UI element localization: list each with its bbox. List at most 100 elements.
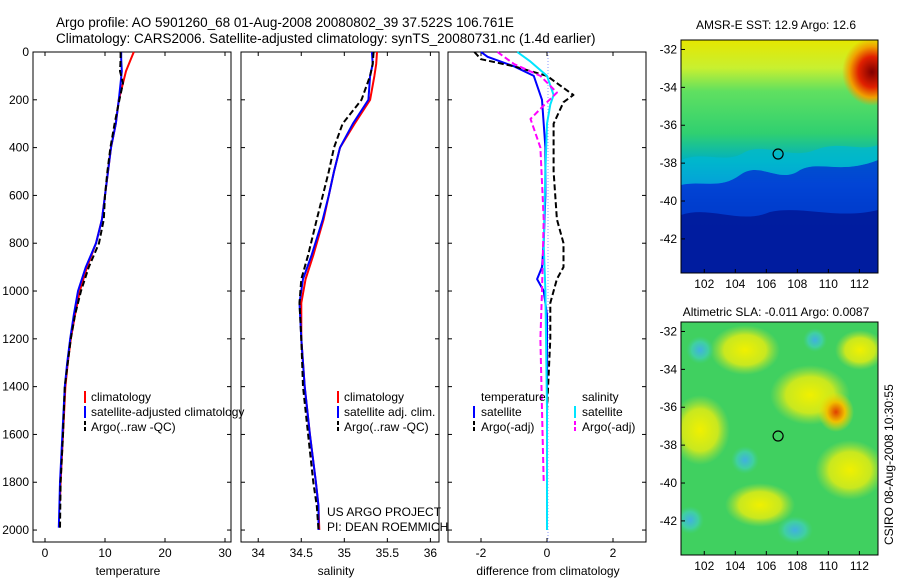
- sla-blob: [710, 325, 780, 375]
- y-tick-label: 200: [9, 93, 29, 107]
- legend-label-climatology: climatology: [91, 390, 151, 404]
- y-tick-label: -34: [660, 362, 678, 376]
- series-line-temperature-argo-adj-: [473, 51, 575, 411]
- y-tick-label: 600: [9, 188, 29, 202]
- legend-label-argo: Argo(..raw -QC): [91, 420, 176, 434]
- series-line-argo-raw-qc-: [298, 51, 375, 531]
- sst-coldest-region: [681, 210, 878, 273]
- sla-positive-anomaly: [818, 392, 854, 432]
- x-tick-label: 104: [725, 559, 745, 573]
- y-tick-label: -42: [660, 232, 678, 246]
- sla-negative-anomaly: [681, 506, 704, 534]
- salinity-axis-label: salinity: [318, 564, 355, 578]
- legend-label-temp-argo: Argo(-adj): [481, 420, 534, 434]
- x-tick-label: 2: [610, 546, 617, 560]
- x-tick-label: 110: [819, 277, 838, 291]
- legend-label-satellite: satellite-adjusted climatology: [91, 405, 244, 419]
- x-tick-label: 0: [42, 546, 49, 560]
- sla-blob: [725, 483, 795, 527]
- legend-label-sal-satellite: satellite: [582, 405, 623, 419]
- x-tick-label: 110: [819, 559, 838, 573]
- legend-heading-temperature: temperature: [481, 390, 546, 404]
- legend-label-satellite: satellite adj. clim.: [344, 405, 435, 419]
- y-tick-label: -40: [660, 194, 678, 208]
- sst-warm-core: [842, 40, 878, 106]
- sla-map: [681, 322, 878, 555]
- y-tick-label: 1400: [2, 380, 29, 394]
- legend-label-argo: Argo(..raw -QC): [344, 420, 429, 434]
- salinity-legend: climatology satellite adj. clim. Argo(..…: [337, 390, 435, 434]
- x-tick-label: 34: [252, 546, 266, 560]
- y-tick-label: 400: [9, 141, 29, 155]
- legend-label-climatology: climatology: [344, 390, 404, 404]
- x-tick-label: 20: [158, 546, 172, 560]
- y-tick-label: 2000: [2, 523, 29, 537]
- legend-heading-salinity: salinity: [582, 390, 619, 404]
- sst-map-title: AMSR-E SST: 12.9 Argo: 12.6: [696, 18, 856, 32]
- sla-map-frame: [680, 321, 879, 556]
- difference-legend: temperature satellite Argo(-adj) salinit…: [473, 390, 635, 434]
- argo-location-marker: [772, 430, 784, 442]
- y-tick-label: 1000: [2, 284, 29, 298]
- legend-label-temp-satellite: satellite: [481, 405, 522, 419]
- y-tick-label: -42: [660, 514, 678, 528]
- x-tick-label: 102: [694, 559, 714, 573]
- argo-location-marker: [772, 148, 784, 160]
- x-tick-label: 10: [98, 546, 112, 560]
- x-tick-label: -2: [476, 546, 487, 560]
- sla-negative-anomaly: [803, 328, 827, 352]
- y-tick-label: 0: [22, 45, 29, 59]
- sla-map-title: Altimetric SLA: -0.011 Argo: 0.0087: [683, 305, 870, 319]
- sla-blob: [815, 440, 878, 500]
- y-tick-label: -38: [660, 438, 678, 452]
- y-tick-label: 800: [9, 236, 29, 250]
- timestamp-side-label: CSIRO 08-Aug-2008 10:30:55: [882, 384, 896, 545]
- temperature-legend: climatology satellite-adjusted climatolo…: [84, 390, 244, 434]
- x-tick-label: 102: [694, 277, 714, 291]
- x-tick-label: 36: [424, 546, 438, 560]
- x-tick-label: 112: [850, 277, 869, 291]
- temperature-plot: 0 10 20 30 0 200 400 600 800 1000 1200 1400 1600 1800…: [2, 45, 232, 560]
- x-tick-label: 0: [544, 546, 551, 560]
- x-tick-label: 35: [338, 546, 352, 560]
- x-tick-label: 106: [756, 277, 776, 291]
- y-tick-label: -38: [660, 156, 678, 170]
- series-line-satellite-adj-clim-: [298, 51, 374, 530]
- sla-blob: [835, 330, 878, 370]
- x-tick-label: 30: [218, 546, 232, 560]
- sla-map-axes: 102 104 106 108 110 112 -32 -34 -36 -38 -40 -42: [660, 324, 870, 573]
- project-credit-line2: PI: DEAN ROEMMICH: [327, 520, 448, 534]
- y-tick-label: -36: [660, 118, 678, 132]
- x-tick-label: 106: [756, 559, 776, 573]
- series-line-salinity-argo-adj-: [496, 51, 558, 483]
- sla-negative-anomaly: [686, 336, 714, 364]
- sst-cyan-band: [681, 145, 878, 185]
- sst-map-frame: [680, 39, 879, 274]
- figure-title-line2: Climatology: CARS2006. Satellite-adjuste…: [56, 31, 596, 46]
- y-tick-label: 1600: [2, 427, 29, 441]
- y-tick-label: -32: [660, 42, 678, 56]
- legend-label-sal-argo: Argo(-adj): [582, 420, 635, 434]
- project-credit-line1: US ARGO PROJECT: [327, 505, 442, 519]
- y-tick-label: -40: [660, 476, 678, 490]
- y-tick-label: 1800: [2, 475, 29, 489]
- x-tick-label: 108: [787, 277, 807, 291]
- x-tick-label: 104: [725, 277, 745, 291]
- y-tick-label: 1200: [2, 332, 29, 346]
- x-tick-label: 35.5: [376, 546, 400, 560]
- difference-plot: -2 0 2: [448, 51, 646, 560]
- figure-title-line1: Argo profile: AO 5901260_68 01-Aug-2008 …: [56, 15, 514, 30]
- series-line-salinity-satellite: [516, 51, 555, 530]
- salinity-plot-frame: [240, 51, 440, 543]
- difference-axis-label: difference from climatology: [476, 564, 619, 578]
- sst-map: [681, 40, 878, 273]
- salinity-plot: 34 34.5 35 35.5 36: [241, 51, 439, 560]
- sla-negative-anomaly: [731, 446, 759, 474]
- temperature-plot-frame: [32, 51, 232, 543]
- x-tick-label: 108: [787, 559, 807, 573]
- series-line-argo-raw-qc-: [59, 52, 124, 528]
- x-tick-label: 112: [850, 559, 869, 573]
- sla-negative-anomaly: [777, 516, 813, 544]
- temperature-axis-label: temperature: [96, 564, 161, 578]
